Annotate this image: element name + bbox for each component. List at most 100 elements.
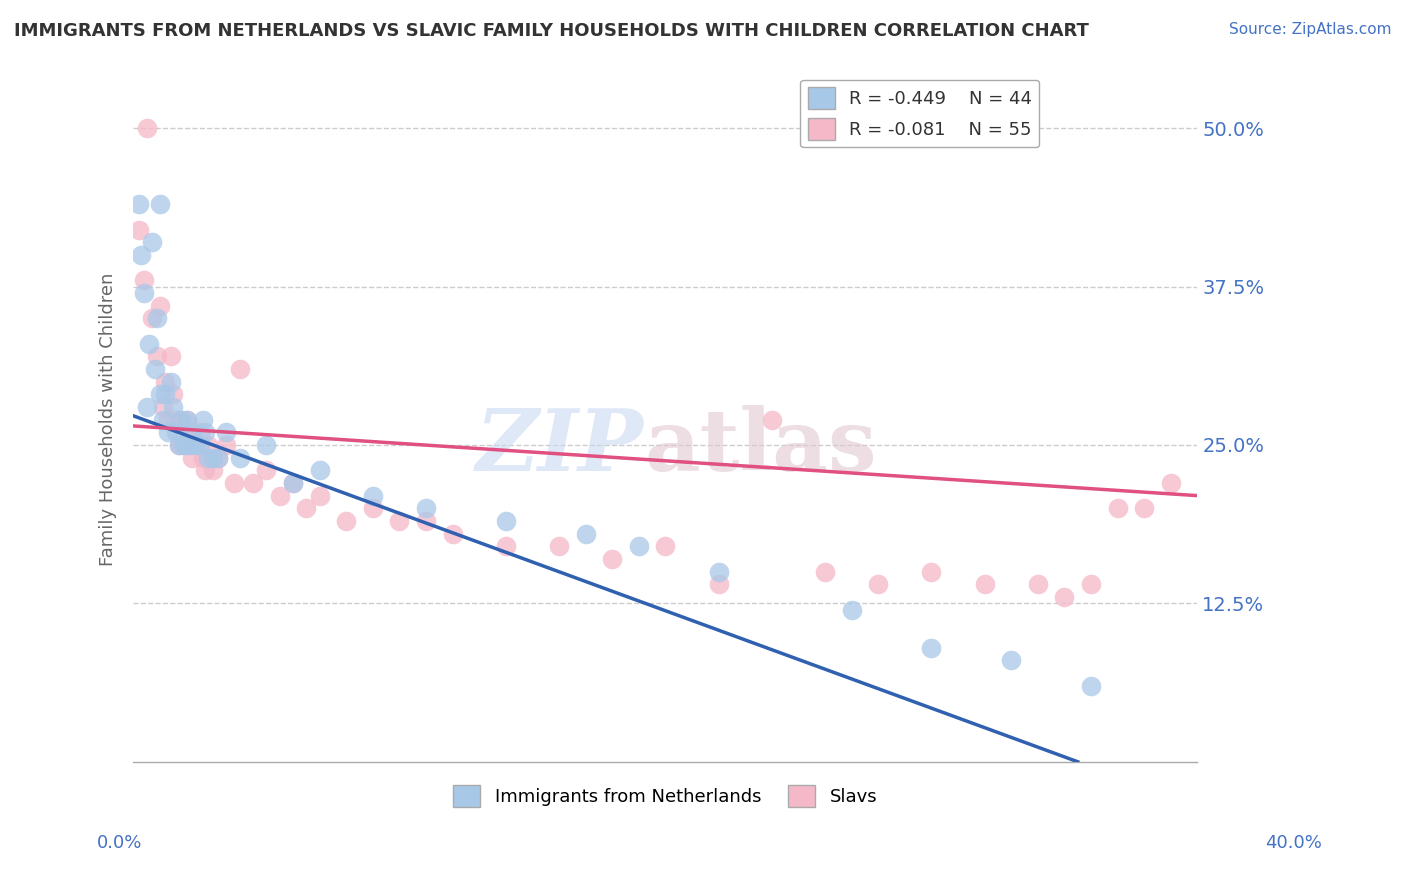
Point [149,387,172,401]
Point [194,463,217,477]
Text: IMMIGRANTS FROM NETHERLANDS VS SLAVIC FAMILY HOUSEHOLDS WITH CHILDREN CORRELATIO: IMMIGRANTS FROM NETHERLANDS VS SLAVIC FA… [14,22,1088,40]
Point [627,539,650,553]
Point [141,311,163,326]
Point [202,450,225,465]
Point [188,425,211,440]
Point [191,450,214,465]
Point [162,400,184,414]
Point [152,412,174,426]
Point [183,438,205,452]
Point [215,425,238,440]
Point [179,425,201,440]
Point [159,375,181,389]
Point [202,463,225,477]
Point [920,565,942,579]
Point [388,514,411,528]
Point [441,526,464,541]
Point [132,273,155,287]
Point [415,501,437,516]
Point [173,438,195,452]
Point [868,577,890,591]
Point [128,197,150,211]
Point [761,412,783,426]
Point [600,552,623,566]
Point [162,387,184,401]
Point [152,400,174,414]
Point [281,475,304,490]
Point [814,565,837,579]
Point [361,501,384,516]
Point [229,362,252,376]
Point [308,489,330,503]
Point [165,412,187,426]
Point [1080,577,1102,591]
Point [180,450,202,465]
Point [242,475,264,490]
Point [308,463,330,477]
Point [159,349,181,363]
Point [165,425,187,440]
Point [495,539,517,553]
Point [138,336,160,351]
Point [167,438,190,452]
Legend: Immigrants from Netherlands, Slavs: Immigrants from Netherlands, Slavs [446,778,884,814]
Point [269,489,291,503]
Point [1000,653,1022,667]
Point [155,375,177,389]
Point [207,450,229,465]
Point [707,565,730,579]
Point [179,438,201,452]
Point [197,450,219,465]
Point [1080,679,1102,693]
Point [183,438,205,452]
Point [707,577,730,591]
Point [361,489,384,503]
Text: atlas: atlas [644,405,876,489]
Point [128,222,150,236]
Point [254,463,277,477]
Point [146,311,169,326]
Point [143,362,166,376]
Text: Source: ZipAtlas.com: Source: ZipAtlas.com [1229,22,1392,37]
Point [176,412,198,426]
Point [495,514,517,528]
Text: ZIP: ZIP [477,405,644,489]
Point [173,438,195,452]
Point [973,577,995,591]
Point [191,412,214,426]
Point [1133,501,1156,516]
Point [1160,475,1182,490]
Point [167,438,190,452]
Point [141,235,163,250]
Point [149,197,172,211]
Point [149,299,172,313]
Point [215,438,238,452]
Point [170,412,193,426]
Point [132,285,155,300]
Point [188,438,211,452]
Point [176,412,198,426]
Point [156,412,179,426]
Text: 0.0%: 0.0% [97,834,142,852]
Point [548,539,571,553]
Point [281,475,304,490]
Point [131,248,153,262]
Point [155,387,177,401]
Point [254,438,277,452]
Point [1107,501,1129,516]
Point [415,514,437,528]
Point [335,514,357,528]
Point [197,438,219,452]
Point [224,475,246,490]
Point [170,412,193,426]
Point [207,450,229,465]
Point [841,603,863,617]
Point [180,425,202,440]
Point [194,425,217,440]
Point [229,450,252,465]
Point [920,640,942,655]
Point [1026,577,1049,591]
Point [1053,590,1076,604]
Point [295,501,318,516]
Point [146,349,169,363]
